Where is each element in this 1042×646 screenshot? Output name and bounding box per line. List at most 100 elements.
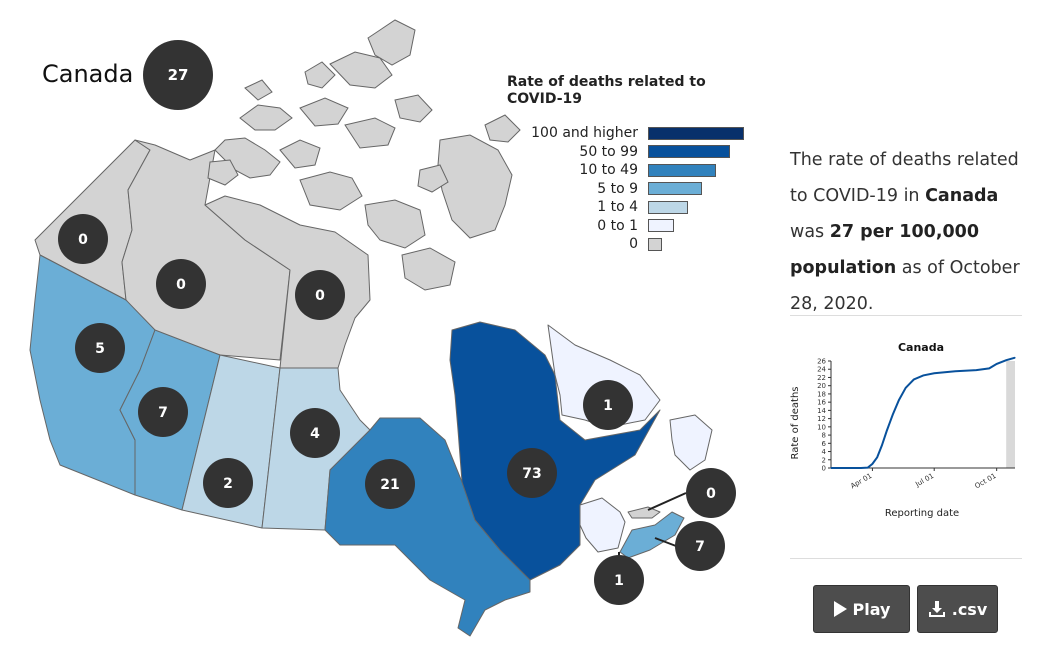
legend-item: 50 to 99	[500, 143, 760, 162]
arctic-island	[394, 94, 433, 123]
y-tick-label: 18	[817, 390, 826, 398]
download-icon	[928, 600, 946, 618]
data-point	[898, 399, 900, 401]
region-marker[interactable]: 2	[203, 458, 253, 508]
summary-region: Canada	[925, 186, 999, 206]
region-value: 4	[310, 426, 320, 442]
region-value: 1	[614, 573, 624, 589]
region-marker[interactable]: 1	[583, 380, 633, 430]
marker-circle	[295, 270, 345, 320]
play-button[interactable]: Play	[813, 585, 910, 633]
data-point	[867, 466, 869, 469]
y-tick-label: 20	[817, 382, 826, 390]
summary-text: The rate of deaths related to COVID-19 i…	[790, 142, 1030, 322]
arctic-island	[214, 137, 281, 179]
marker-circle	[290, 408, 340, 458]
arctic-island	[344, 117, 396, 149]
legend: Rate of deaths related to COVID-19 100 a…	[500, 74, 760, 254]
leader-line	[647, 492, 687, 511]
region-value: 7	[158, 405, 168, 421]
data-point	[975, 369, 977, 371]
region-marker[interactable]: 73	[507, 448, 557, 498]
legend-title: Rate of deaths related to COVID-19	[507, 74, 706, 107]
region-quebec[interactable]	[449, 321, 661, 581]
y-tick-label: 24	[817, 366, 826, 374]
data-point	[871, 463, 874, 465]
arctic-island	[207, 159, 239, 186]
arctic-island	[329, 51, 393, 89]
x-tick-label: Apr 01	[849, 472, 873, 491]
trend-chart: Canada Rate of deaths Reporting date 024…	[790, 341, 1016, 519]
region-marker[interactable]: 5	[75, 323, 125, 373]
region-marker[interactable]: 7	[138, 387, 188, 437]
data-point	[988, 367, 990, 370]
y-tick-label: 26	[817, 358, 826, 366]
marker-circle	[203, 458, 253, 508]
legend-item-label: 10 to 49	[579, 162, 638, 179]
y-tick-label: 4	[822, 448, 827, 456]
y-tick-label: 16	[817, 399, 826, 407]
y-tick-label: 12	[817, 415, 826, 423]
arctic-island	[279, 139, 321, 169]
data-point	[892, 413, 894, 416]
legend-item-label: 50 to 99	[579, 143, 638, 160]
legend-item-label: 0	[629, 236, 638, 253]
chart-ylabel: Rate of deaths	[790, 386, 801, 459]
legend-item-swatch	[648, 145, 730, 159]
data-point	[933, 372, 935, 374]
legend-item: 5 to 9	[500, 180, 760, 199]
region-marker[interactable]: 21	[365, 459, 415, 509]
region-value: 0	[315, 288, 325, 304]
marker-circle	[75, 323, 125, 373]
y-tick-label: 6	[822, 440, 827, 448]
legend-item: 1 to 4	[500, 198, 760, 217]
region-nova-scotia[interactable]	[619, 511, 685, 559]
y-tick-label: 14	[817, 407, 826, 415]
region-marker[interactable]: 0	[58, 214, 108, 264]
data-point	[922, 374, 924, 377]
x-tick-label: Jul 01	[913, 472, 935, 489]
data-point	[850, 467, 852, 469]
data-point	[860, 467, 862, 469]
download-csv-button[interactable]: .csv	[917, 585, 998, 633]
legend-item: 0 to 1	[500, 217, 760, 236]
marker-circle	[675, 521, 725, 571]
region-prince-edward-island[interactable]	[627, 506, 661, 519]
region-nunavut[interactable]	[204, 195, 371, 369]
canada-map: 0 0 0 5 7 2 4 21 73 1 0 7 1	[29, 19, 736, 637]
y-tick-label: 2	[822, 456, 826, 464]
arctic-island	[364, 199, 426, 249]
summary-rate: 27 per 100,000 population	[790, 222, 979, 278]
marker-circle	[507, 448, 557, 498]
data-point	[886, 430, 888, 432]
marker-circle	[686, 468, 736, 518]
region-marker[interactable]: 0	[156, 259, 206, 309]
summary-prefix: The rate of deaths related to COVID-19 i…	[790, 150, 1019, 206]
region-new-brunswick[interactable]	[579, 497, 626, 553]
arctic-island	[239, 104, 293, 131]
leader-line	[654, 537, 677, 547]
region-marker[interactable]: 0	[686, 468, 736, 518]
marker-circle	[365, 459, 415, 509]
legend-item-label: 1 to 4	[597, 199, 638, 216]
summary-suffix: as of October 28, 2020.	[790, 258, 1020, 314]
y-tick-label: 10	[817, 423, 826, 431]
region-marker[interactable]: 7	[675, 521, 725, 571]
arctic-island	[299, 97, 349, 127]
data-point	[1014, 357, 1016, 359]
region-value: 5	[95, 341, 105, 357]
legend-item-swatch	[648, 219, 674, 233]
data-point	[954, 370, 956, 372]
region-marker[interactable]: 0	[295, 270, 345, 320]
country-title: Canada	[42, 60, 134, 88]
data-point	[830, 467, 832, 469]
series-line	[831, 356, 1016, 469]
arctic-island	[304, 61, 336, 89]
arctic-island	[299, 171, 363, 211]
legend-item-swatch	[648, 182, 702, 196]
y-tick-label: 8	[822, 432, 826, 440]
region-marker[interactable]: 4	[290, 408, 340, 458]
region-marker[interactable]: 1	[594, 555, 644, 605]
region-northwest-territories[interactable]	[121, 139, 291, 361]
play-icon	[833, 601, 847, 617]
